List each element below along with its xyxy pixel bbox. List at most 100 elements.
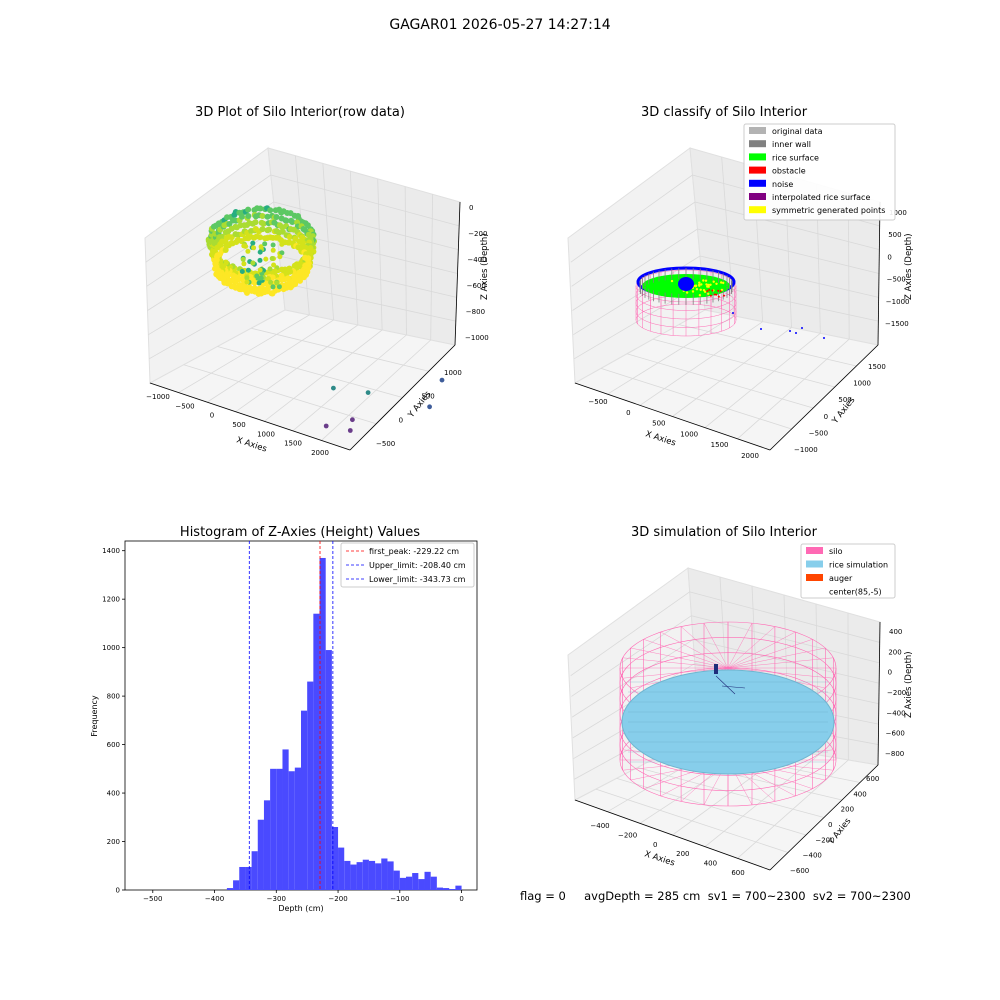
panel-histogram: Histogram of Z-Axies (Height) Values −50… [90, 525, 478, 913]
grid-line [639, 321, 763, 406]
panel2-y-tick: 500 [838, 396, 851, 404]
symmetric-point [695, 288, 699, 291]
panel4-y-tick: −200 [815, 836, 834, 844]
cloud-point [250, 240, 256, 246]
panel2-z-tick: −500 [887, 276, 906, 284]
panel4-x-tick: 0 [653, 841, 657, 849]
histogram-bar [424, 871, 431, 890]
legend-label: noise [772, 180, 793, 189]
grid-line [694, 201, 880, 251]
panel2-z-tick: 1000 [889, 209, 907, 217]
legend-swatch [749, 193, 766, 200]
symmetric-point [698, 281, 701, 284]
panel4-x-tick: 200 [676, 850, 689, 858]
symmetric-point [693, 284, 696, 288]
noise-point [789, 330, 791, 332]
y-tick-label: 200 [107, 838, 120, 846]
grid-line [570, 591, 690, 677]
panel4-y-tick: −600 [790, 867, 809, 875]
cloud-point [256, 280, 262, 286]
center-noise-cluster [678, 277, 694, 291]
auger-marker [714, 664, 718, 674]
panel1-x-tick: 1000 [257, 430, 275, 438]
legend-label: silo [829, 547, 843, 556]
panel4-xlabel: X Axies [643, 849, 676, 868]
histogram-bar [375, 863, 382, 890]
cloud-point [264, 213, 271, 220]
x-tick-label: −200 [328, 895, 347, 903]
grid-line [570, 174, 693, 263]
legend-swatch [749, 140, 766, 148]
histogram-bar [368, 860, 376, 890]
silo-roof-wire [727, 623, 753, 669]
cloud-point [257, 257, 263, 263]
cloud-point [251, 245, 257, 251]
legend-label: auger [829, 574, 853, 583]
panel3-title: Histogram of Z-Axies (Height) Values [180, 525, 420, 540]
cloud-point [266, 276, 271, 282]
cloud-point [276, 284, 282, 290]
cloud-point [277, 254, 283, 260]
y-tick-label: 600 [107, 741, 120, 749]
legend-label: original data [772, 127, 823, 136]
histogram-bar [301, 710, 308, 890]
grid-line [693, 639, 880, 684]
symmetric-point [720, 281, 723, 284]
panel4-title: 3D simulation of Silo Interior [631, 525, 818, 540]
cloud-point [272, 268, 278, 274]
panel4-y-tick: 200 [841, 806, 854, 814]
panel2-y-tick: −500 [809, 429, 828, 437]
noise-point [732, 312, 734, 314]
cloud-point [239, 269, 245, 274]
obstacle-point [717, 295, 720, 298]
histogram-bar [288, 771, 295, 890]
histogram-bar [338, 847, 345, 890]
silo-roof-wire [727, 647, 826, 669]
histogram-xlabel: Depth (cm) [278, 904, 323, 913]
legend-label: rice surface [772, 153, 819, 162]
symmetric-point [702, 279, 705, 282]
cloud-point [267, 266, 273, 272]
cloud-point [248, 287, 255, 294]
cloud-point [244, 275, 250, 281]
symmetric-point [707, 292, 710, 295]
cloud-point [279, 241, 285, 247]
panel4-rice-simulation-surface [621, 664, 835, 775]
grid-line [183, 364, 377, 425]
panel1-y-tick: 500 [421, 393, 434, 401]
histogram-bar [399, 877, 406, 890]
noise-point [801, 327, 803, 329]
cloud-point [274, 280, 280, 286]
histogram-bar [443, 888, 450, 890]
histogram-bar [251, 851, 258, 890]
histogram-bar [319, 557, 326, 890]
panel1-z-ticks: 0 −200 −400 −600 −800 −1000 [465, 204, 489, 342]
y-tick-label: 400 [107, 790, 120, 798]
grid-line [571, 639, 694, 718]
noise-point [795, 332, 797, 334]
panel4-z-tick: −200 [887, 689, 906, 697]
panel-raw-3d: 3D Plot of Silo Interior(row data) −1000… [144, 105, 490, 457]
grid-line [652, 338, 835, 388]
grid-line [145, 174, 272, 263]
symmetric-point [704, 279, 708, 282]
panel2-legend: original data inner wall rice surface obsta… [743, 123, 896, 221]
histogram-bars [226, 557, 462, 890]
histogram-bar [344, 860, 351, 890]
panel4-y-tick: 0 [828, 821, 832, 829]
histogram-bar [362, 859, 369, 890]
legend-label: inner wall [772, 140, 811, 149]
histogram-bar [356, 862, 363, 890]
symmetric-point [722, 281, 725, 285]
obstacle-point [711, 289, 714, 292]
legend-swatch [806, 547, 823, 554]
cloud-point [239, 213, 245, 220]
histogram-bar [455, 885, 462, 890]
panel2-xlabel: X Axies [644, 429, 677, 448]
silo-roof-wire [727, 667, 834, 679]
panel1-x-ticks: −1000 −500 0 500 1000 1500 2000 [146, 393, 329, 457]
cloud-point [267, 207, 274, 214]
histogram-bar [307, 681, 314, 890]
histogram-bar [393, 870, 400, 890]
grid-line [572, 228, 698, 311]
